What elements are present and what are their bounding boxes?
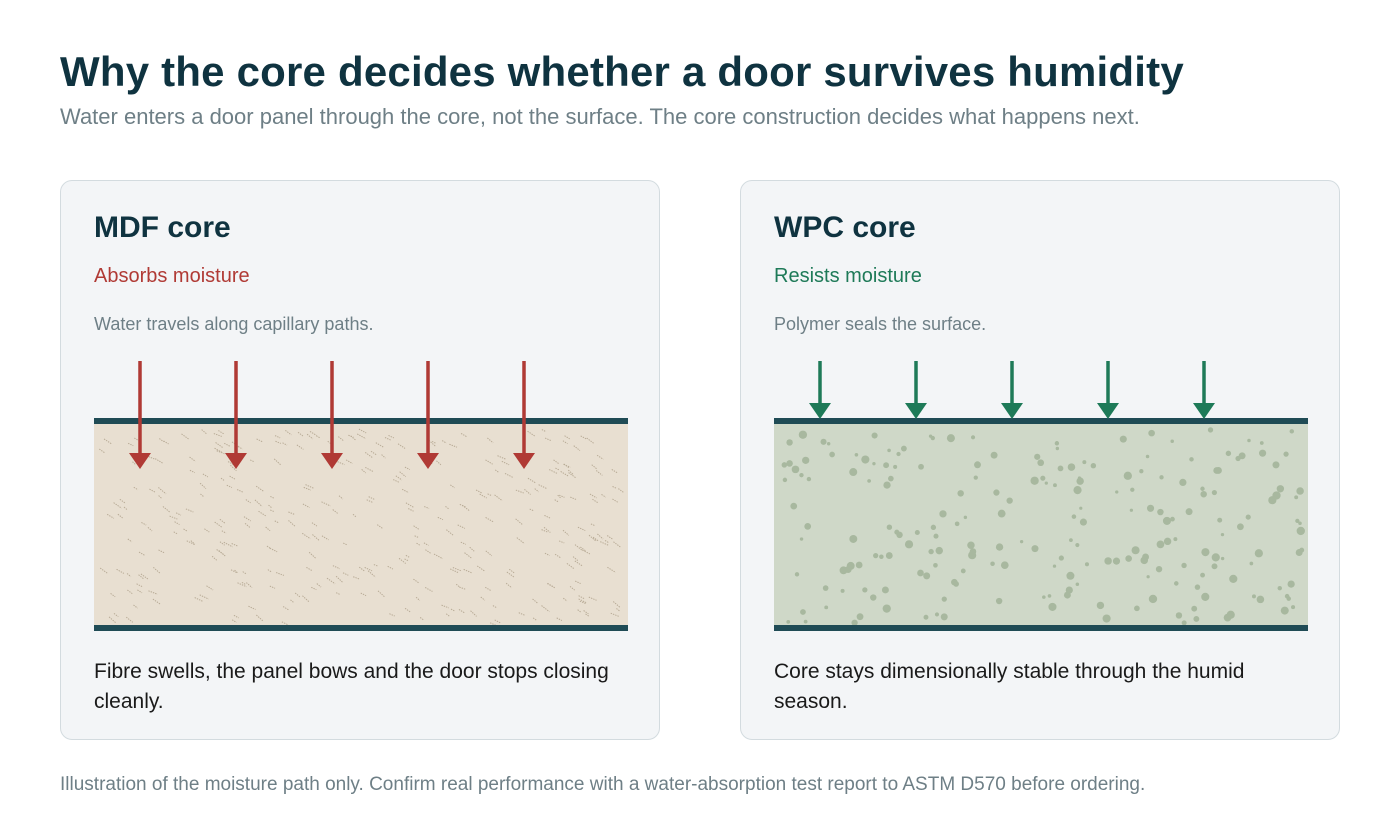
wpc-core-card: WPC core Resists moisture Polymer seals … bbox=[740, 180, 1340, 740]
mdf-core-card: MDF core Absorbs moisture Water travels … bbox=[60, 180, 660, 740]
wpc-panel-illustration bbox=[774, 361, 1308, 631]
mdf-card-title: MDF core bbox=[94, 211, 231, 244]
wpc-core-body bbox=[774, 421, 1308, 631]
mdf-moisture-arrow bbox=[321, 361, 343, 469]
mdf-moisture-arrow bbox=[417, 361, 439, 469]
mdf-note: Water travels along capillary paths. bbox=[94, 314, 374, 334]
wpc-moisture-arrow bbox=[809, 361, 831, 419]
wpc-description: Core stays dimensionally stable through … bbox=[774, 660, 1245, 713]
mdf-bottom-skin bbox=[94, 625, 628, 631]
wpc-bottom-skin bbox=[774, 625, 1308, 631]
mdf-moisture-arrow bbox=[225, 361, 247, 469]
wpc-top-skin bbox=[774, 418, 1308, 424]
page-subtitle: Water enters a door panel through the co… bbox=[60, 104, 1140, 129]
mdf-moisture-arrow bbox=[513, 361, 535, 469]
wpc-moisture-arrow bbox=[1193, 361, 1215, 419]
wpc-status-label: Resists moisture bbox=[774, 265, 922, 287]
mdf-panel-illustration bbox=[94, 361, 628, 631]
wpc-moisture-arrow bbox=[1097, 361, 1119, 419]
mdf-core-texture bbox=[99, 428, 625, 626]
footnote: Illustration of the moisture path only. … bbox=[60, 774, 1146, 795]
wpc-card-title: WPC core bbox=[774, 211, 916, 244]
mdf-status-label: Absorbs moisture bbox=[94, 265, 250, 287]
mdf-top-skin bbox=[94, 418, 628, 424]
wpc-note: Polymer seals the surface. bbox=[774, 314, 987, 334]
mdf-core-body bbox=[94, 421, 628, 631]
page-title: Why the core decides whether a door surv… bbox=[60, 48, 1184, 95]
wpc-moisture-arrow bbox=[905, 361, 927, 419]
mdf-moisture-arrow bbox=[129, 361, 151, 469]
wpc-core-texture bbox=[781, 427, 1305, 626]
wpc-moisture-arrow bbox=[1001, 361, 1023, 419]
mdf-description: Fibre swells, the panel bows and the doo… bbox=[94, 660, 609, 713]
